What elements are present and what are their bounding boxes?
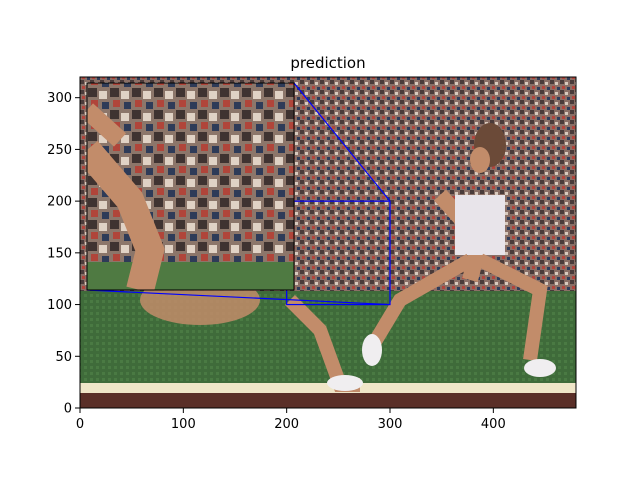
x-tick-label: 100: [171, 417, 196, 432]
x-tick-label: 400: [481, 417, 506, 432]
y-tick-label: 0: [64, 402, 72, 417]
y-tick-label: 200: [47, 195, 72, 210]
y-tick-label: 250: [47, 143, 72, 158]
x-axis: 0 100 200 300 400: [76, 408, 506, 432]
x-tick-label: 200: [274, 417, 299, 432]
x-tick-label: 0: [76, 417, 84, 432]
plot-image: [80, 77, 576, 408]
y-tick-label: 300: [47, 91, 72, 106]
y-tick-label: 50: [55, 350, 72, 365]
chart-title: prediction: [290, 54, 365, 72]
y-axis: 0 50 100 150 200 250 300: [47, 91, 80, 417]
inset-frame: [86, 82, 295, 291]
y-tick-label: 100: [47, 298, 72, 313]
y-tick-label: 150: [47, 246, 72, 261]
zoom-connector-line: [293, 82, 391, 202]
inset-zoom: [86, 82, 295, 291]
x-tick-label: 300: [378, 417, 403, 432]
zoom-connector-line: [86, 289, 391, 306]
axes-frame: [79, 76, 577, 409]
